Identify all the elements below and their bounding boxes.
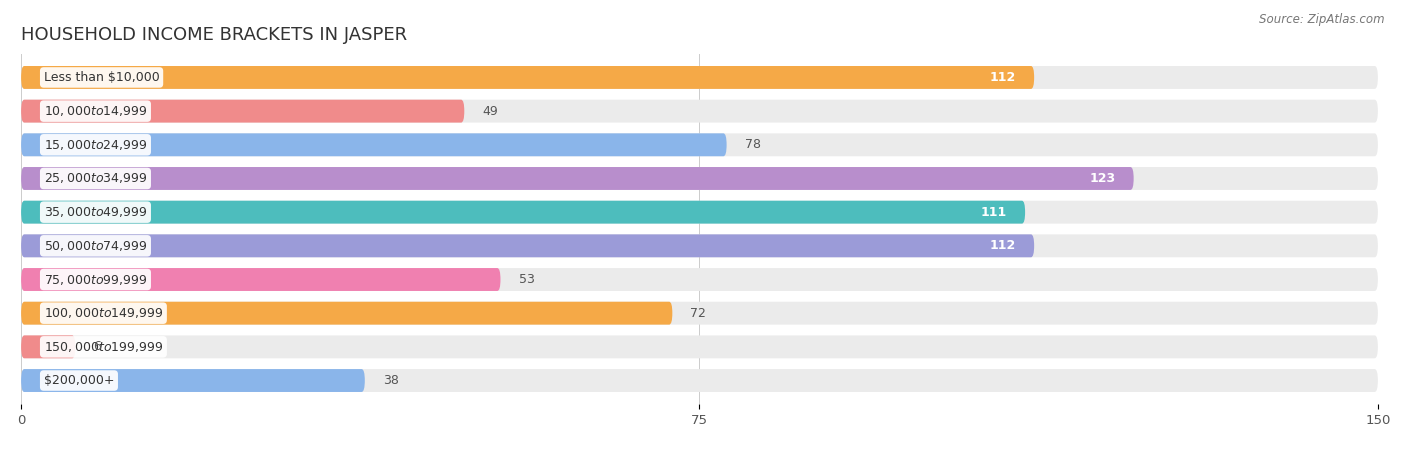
FancyBboxPatch shape [21, 66, 1378, 89]
FancyBboxPatch shape [21, 302, 672, 325]
Text: $25,000 to $34,999: $25,000 to $34,999 [44, 172, 148, 185]
FancyBboxPatch shape [21, 335, 1378, 358]
FancyBboxPatch shape [21, 369, 1378, 392]
Text: $150,000 to $199,999: $150,000 to $199,999 [44, 340, 163, 354]
Text: $50,000 to $74,999: $50,000 to $74,999 [44, 239, 148, 253]
FancyBboxPatch shape [21, 268, 1378, 291]
Text: 78: 78 [745, 138, 761, 151]
FancyBboxPatch shape [21, 100, 1378, 123]
FancyBboxPatch shape [21, 302, 1378, 325]
Text: $75,000 to $99,999: $75,000 to $99,999 [44, 273, 148, 286]
Text: $10,000 to $14,999: $10,000 to $14,999 [44, 104, 148, 118]
FancyBboxPatch shape [21, 167, 1378, 190]
Text: HOUSEHOLD INCOME BRACKETS IN JASPER: HOUSEHOLD INCOME BRACKETS IN JASPER [21, 26, 408, 44]
FancyBboxPatch shape [21, 100, 464, 123]
Text: 111: 111 [981, 206, 1007, 219]
Text: 6: 6 [93, 340, 101, 353]
Text: 72: 72 [690, 307, 706, 320]
FancyBboxPatch shape [21, 133, 1378, 156]
FancyBboxPatch shape [21, 234, 1035, 257]
FancyBboxPatch shape [21, 133, 727, 156]
FancyBboxPatch shape [21, 66, 1035, 89]
FancyBboxPatch shape [21, 268, 501, 291]
Text: 112: 112 [990, 71, 1017, 84]
FancyBboxPatch shape [21, 369, 364, 392]
Text: $35,000 to $49,999: $35,000 to $49,999 [44, 205, 148, 219]
Text: Less than $10,000: Less than $10,000 [44, 71, 159, 84]
FancyBboxPatch shape [21, 234, 1378, 257]
Text: Source: ZipAtlas.com: Source: ZipAtlas.com [1260, 13, 1385, 26]
FancyBboxPatch shape [21, 201, 1025, 224]
Text: 123: 123 [1090, 172, 1115, 185]
FancyBboxPatch shape [21, 201, 1378, 224]
Text: $200,000+: $200,000+ [44, 374, 114, 387]
Text: 112: 112 [990, 239, 1017, 252]
Text: 53: 53 [519, 273, 534, 286]
Text: 49: 49 [482, 105, 498, 118]
FancyBboxPatch shape [21, 335, 76, 358]
Text: 38: 38 [382, 374, 399, 387]
Text: $15,000 to $24,999: $15,000 to $24,999 [44, 138, 148, 152]
Text: $100,000 to $149,999: $100,000 to $149,999 [44, 306, 163, 320]
FancyBboxPatch shape [21, 167, 1133, 190]
